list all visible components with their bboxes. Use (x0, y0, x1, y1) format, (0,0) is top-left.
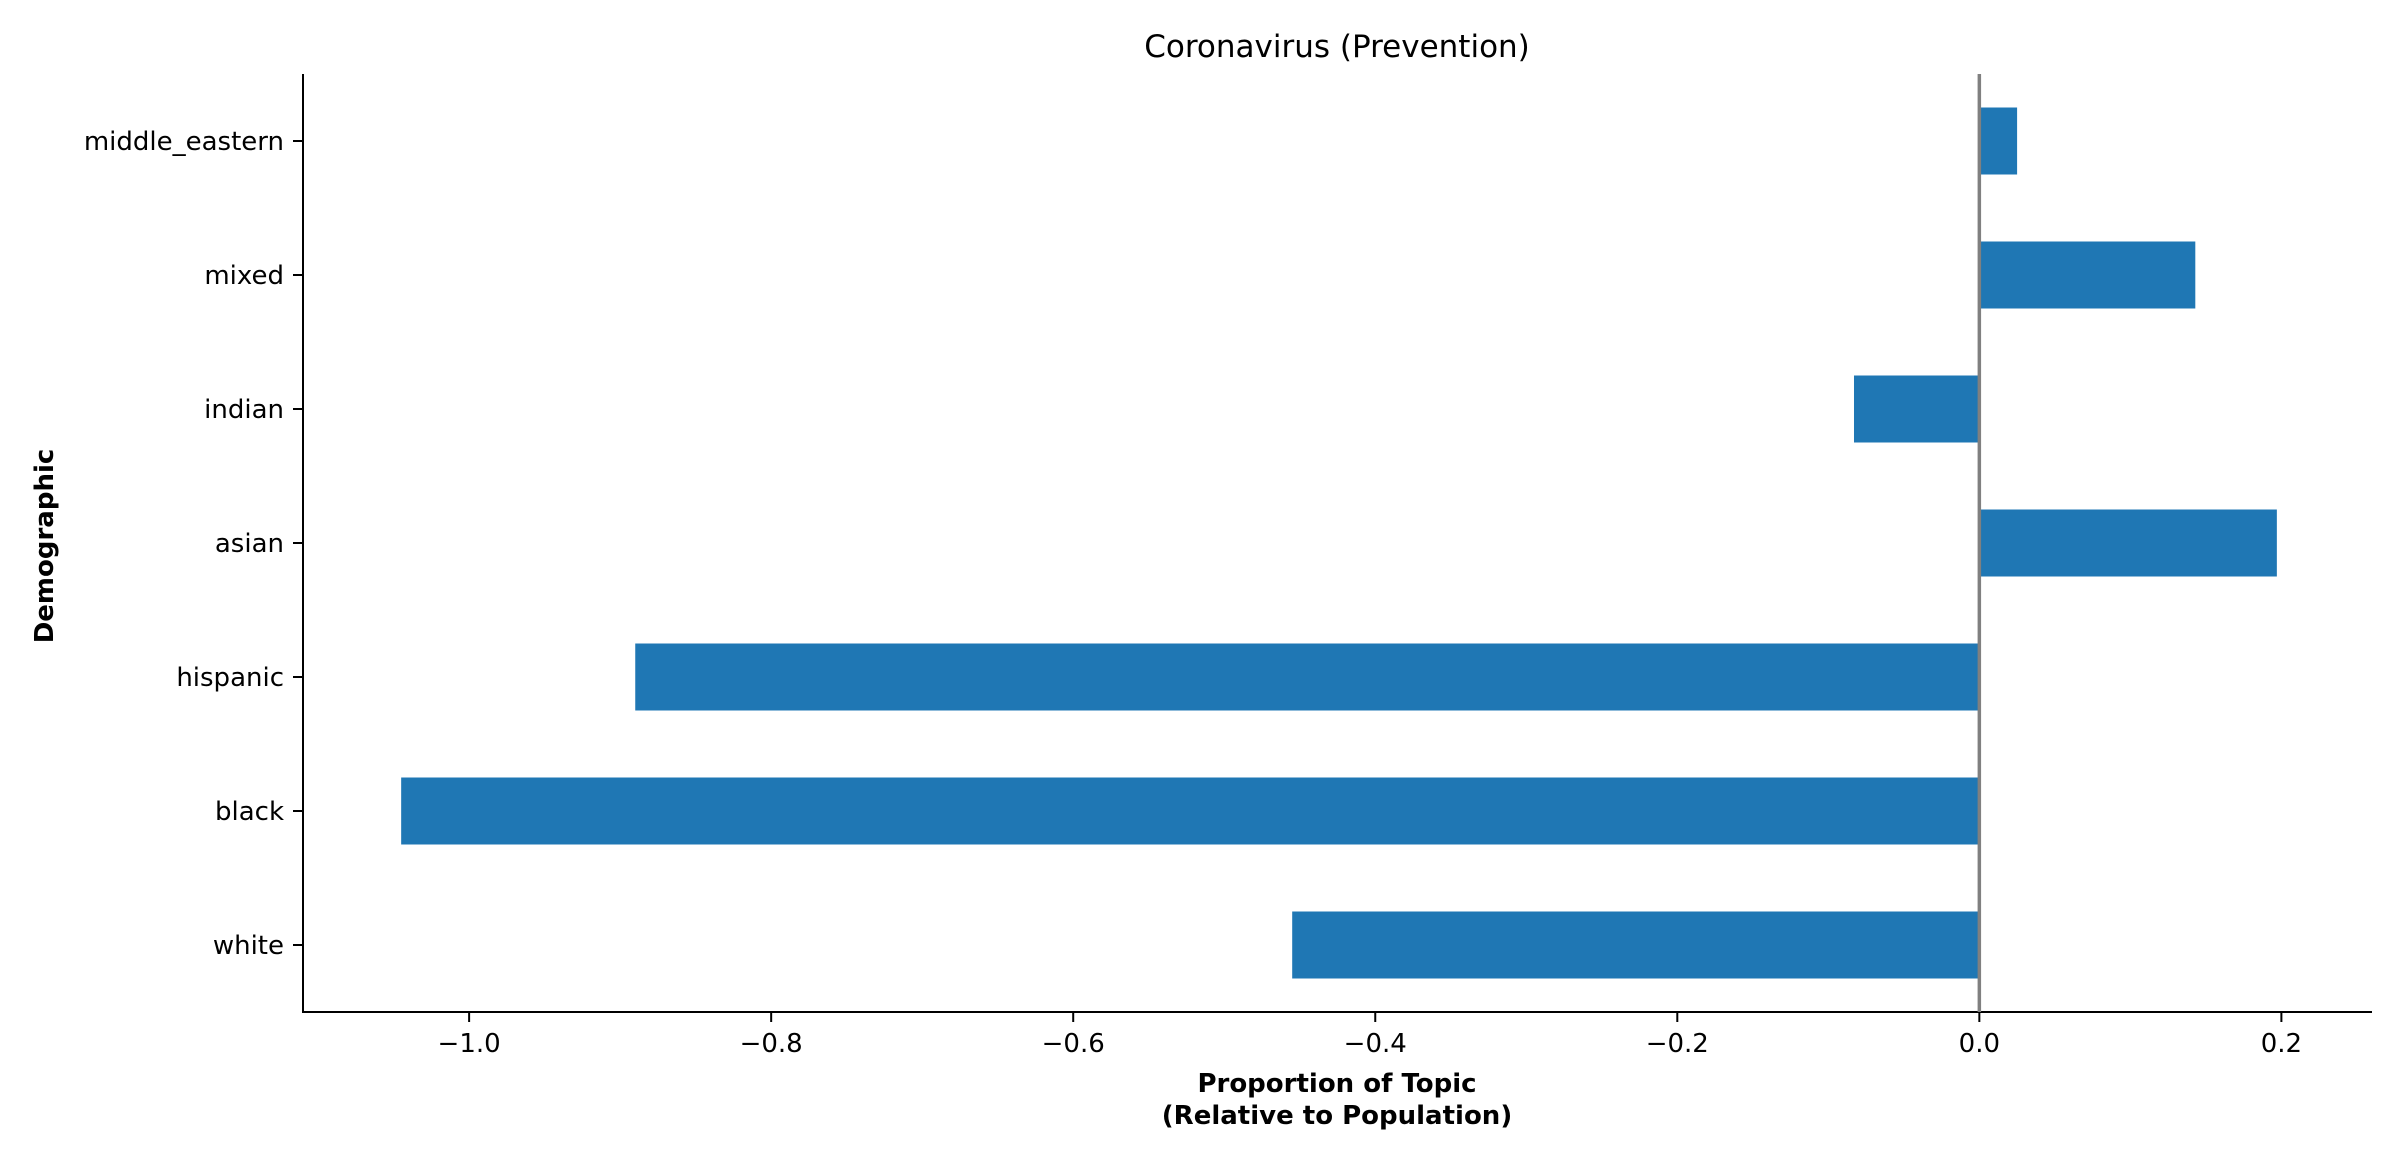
x-tick-label: −0.8 (740, 1029, 803, 1059)
y-tick-label-asian: asian (215, 529, 284, 559)
bar-middle_eastern (1979, 107, 2018, 175)
x-tick-label: 0.2 (2261, 1029, 2302, 1059)
x-axis-ticks: −1.0 −0.8 −0.6 −0.4 −0.2 0.0 0.2 (438, 1012, 2302, 1059)
y-axis-ticks: white black hispanic asian indian mixed middle… (84, 127, 303, 961)
bars-group (401, 107, 2277, 979)
x-axis-label-line1: Proportion of Topic (1197, 1069, 1476, 1099)
bar-mixed (1979, 241, 2196, 309)
chart-title: Coronavirus (Prevention) (1144, 29, 1530, 65)
y-tick-label-indian: indian (204, 395, 284, 425)
y-tick-label-middle_eastern: middle_eastern (84, 127, 284, 157)
y-tick-label-black: black (215, 797, 284, 827)
bar-white (1292, 911, 1980, 979)
bar-indian (1853, 375, 1980, 443)
y-tick-label-hispanic: hispanic (176, 663, 284, 693)
x-tick-label: −0.4 (1344, 1029, 1407, 1059)
bar-asian (1979, 509, 2277, 577)
x-tick-label: −0.2 (1646, 1029, 1709, 1059)
x-tick-label: −1.0 (438, 1029, 501, 1059)
y-tick-label-white: white (213, 931, 284, 961)
bar-black (401, 777, 1980, 845)
x-tick-label: 0.0 (1959, 1029, 2000, 1059)
y-axis-label: Demographic (30, 449, 60, 644)
bar-hispanic (635, 643, 1980, 711)
y-tick-label-mixed: mixed (204, 261, 284, 291)
x-tick-label: −0.6 (1042, 1029, 1105, 1059)
x-axis-label-line2: (Relative to Population) (1162, 1101, 1512, 1131)
